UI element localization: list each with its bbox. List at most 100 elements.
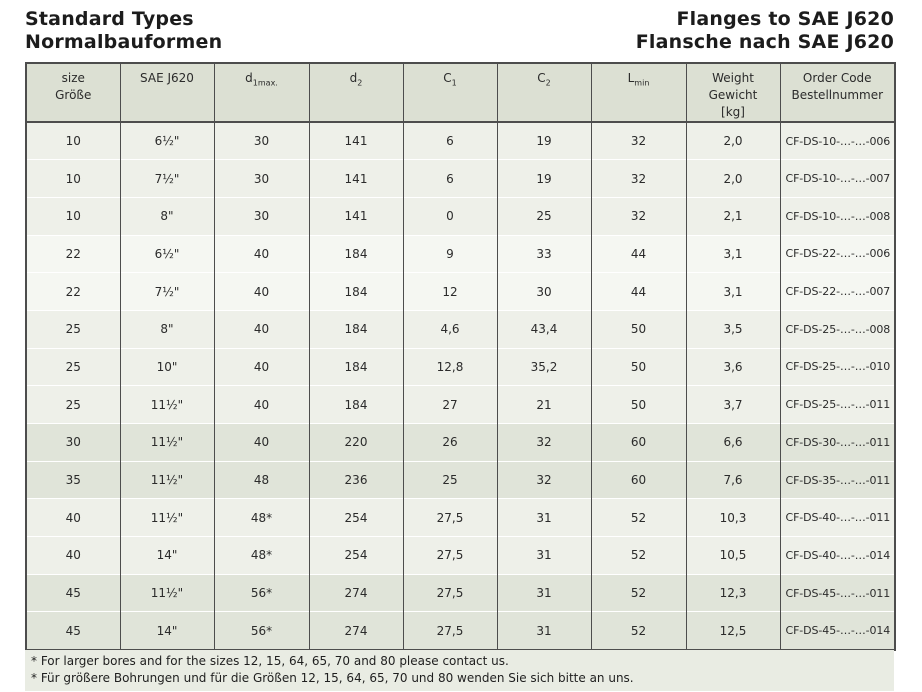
cell-size: 10 [25,159,121,198]
cell-c2: 32 [496,460,592,499]
cell-c2: 19 [496,121,592,160]
cell-d2: 254 [308,536,404,575]
cell-d1max: 40 [213,385,310,424]
cell-c2: 31 [496,536,592,575]
title-normalbauformen: Normalbauformen [25,31,223,53]
cell-d2: 274 [308,573,404,612]
table-body: 10 6½" 30 141 6 19 32 2,0 CF-DS-10-…-…-006 10 7½" 3… [25,121,896,650]
column-header-sae-j620: SAE J620 [119,63,215,123]
cell-weight: 10,5 [685,536,781,575]
cell-lmin: 32 [590,121,687,160]
table-row: 10 6½" 30 141 6 19 32 2,0 CF-DS-10-…-…-006 [25,121,896,160]
cell-lmin: 44 [590,234,687,273]
table-row: 10 7½" 30 141 6 19 32 2,0 CF-DS-10-…-…-007 [25,159,896,198]
table-row: 40 14" 48* 254 27,5 31 52 10,5 CF-DS-40-…-…-014 [25,536,896,575]
cell-c1: 27,5 [402,573,498,612]
footnotes: * For larger bores and for the sizes 12,… [25,650,894,691]
cell-order-code: CF-DS-45-…-…-011 [779,573,896,612]
cell-d2: 184 [308,234,404,273]
column-header-c2: C2 [496,63,592,123]
column-header-size: size Größe [25,63,121,123]
column-header-d2: d2 [308,63,404,123]
cell-c2: 30 [496,272,592,311]
cell-c1: 27 [402,385,498,424]
cell-size: 40 [25,536,121,575]
cell-d2: 141 [308,121,404,160]
cell-c1: 26 [402,423,498,462]
cell-lmin: 52 [590,498,687,537]
cell-d1max: 56* [213,611,310,650]
cell-order-code: CF-DS-40-…-…-014 [779,536,896,575]
cell-d1max: 40 [213,423,310,462]
cell-d1max: 30 [213,196,310,236]
cell-c2: 43,4 [496,309,592,349]
table-header-row: size Größe SAE J620 d1max. d2 C1 C2 Lmin [25,63,896,123]
cell-order-code: CF-DS-25-…-…-011 [779,385,896,424]
cell-sae-j620: 11½" [119,460,215,499]
table-row: 25 8" 40 184 4,6 43,4 50 3,5 CF-DS-25-…-…-008 [25,309,896,349]
cell-size: 25 [25,309,121,349]
cell-d1max: 48* [213,498,310,537]
footnote-de: * Für größere Bohrungen und für die Größ… [31,671,634,685]
cell-order-code: CF-DS-35-…-…-011 [779,460,896,499]
cell-sae-j620: 11½" [119,573,215,612]
cell-order-code: CF-DS-10-…-…-007 [779,159,896,198]
cell-d2: 254 [308,498,404,537]
cell-c2: 31 [496,573,592,612]
cell-weight: 3,1 [685,272,781,311]
cell-lmin: 52 [590,573,687,612]
cell-c1: 12 [402,272,498,311]
title-standard-types: Standard Types [25,8,194,30]
title-flanges-sae: Flanges to SAE J620 [676,8,894,30]
table-row: 25 11½" 40 184 27 21 50 3,7 CF-DS-25-…-…-011 [25,385,896,424]
cell-weight: 7,6 [685,460,781,499]
column-header-c1: C1 [402,63,498,123]
cell-c2: 25 [496,196,592,236]
cell-weight: 12,3 [685,573,781,612]
cell-weight: 12,5 [685,611,781,650]
table-row: 45 11½" 56* 274 27,5 31 52 12,3 CF-DS-45-…-…-011 [25,573,896,612]
cell-c1: 6 [402,121,498,160]
cell-weight: 2,0 [685,121,781,160]
cell-size: 35 [25,460,121,499]
cell-d2: 184 [308,309,404,349]
cell-d1max: 40 [213,234,310,273]
cell-sae-j620: 14" [119,536,215,575]
cell-sae-j620: 14" [119,611,215,650]
table-row: 22 6½" 40 184 9 33 44 3,1 CF-DS-22-…-…-006 [25,234,896,273]
cell-c1: 0 [402,196,498,236]
cell-sae-j620: 10" [119,347,215,386]
cell-c1: 25 [402,460,498,499]
cell-d1max: 30 [213,159,310,198]
cell-order-code: CF-DS-10-…-…-008 [779,196,896,236]
cell-d2: 141 [308,196,404,236]
cell-c1: 27,5 [402,498,498,537]
cell-sae-j620: 11½" [119,423,215,462]
cell-c1: 9 [402,234,498,273]
page-header: Standard Types Normalbauformen Flanges t… [25,8,894,54]
cell-sae-j620: 8" [119,196,215,236]
table-row: 40 11½" 48* 254 27,5 31 52 10,3 CF-DS-40-…-…-011 [25,498,896,537]
table-row: 45 14" 56* 274 27,5 31 52 12,5 CF-DS-45-…-…-014 [25,611,896,650]
cell-size: 45 [25,611,121,650]
cell-lmin: 32 [590,196,687,236]
cell-d2: 274 [308,611,404,650]
cell-size: 25 [25,347,121,386]
cell-c2: 21 [496,385,592,424]
cell-c1: 6 [402,159,498,198]
cell-size: 10 [25,121,121,160]
footnote-en: * For larger bores and for the sizes 12,… [31,654,509,668]
cell-order-code: CF-DS-45-…-…-014 [779,611,896,650]
cell-d2: 220 [308,423,404,462]
cell-order-code: CF-DS-25-…-…-008 [779,309,896,349]
cell-sae-j620: 11½" [119,498,215,537]
column-header-lmin: Lmin [590,63,687,123]
cell-weight: 3,5 [685,309,781,349]
table-row: 25 10" 40 184 12,8 35,2 50 3,6 CF-DS-25-…-…-010 [25,347,896,386]
cell-d2: 184 [308,272,404,311]
cell-size: 10 [25,196,121,236]
table-row: 35 11½" 48 236 25 32 60 7,6 CF-DS-35-…-…-011 [25,460,896,499]
cell-weight: 3,6 [685,347,781,386]
cell-c1: 27,5 [402,536,498,575]
cell-d2: 184 [308,347,404,386]
